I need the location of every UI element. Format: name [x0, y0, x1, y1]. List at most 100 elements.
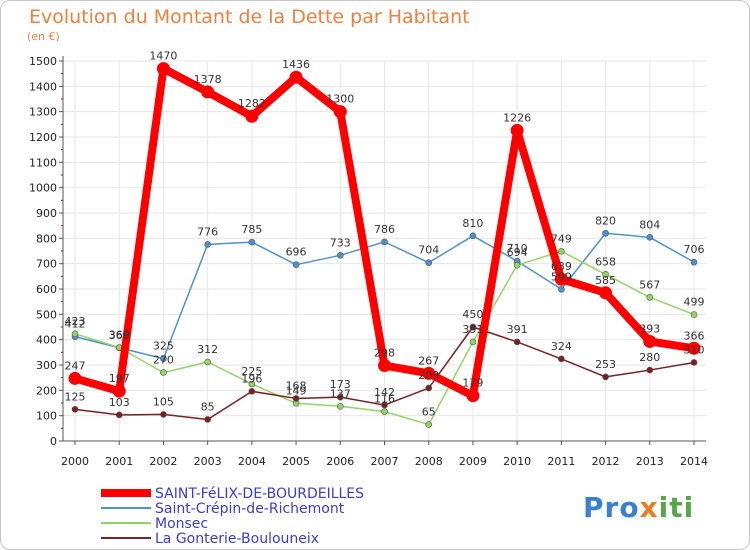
legend-label-2: Monsec [155, 516, 208, 532]
data-point-1-2006 [336, 252, 344, 259]
data-label-3-2001: 103 [109, 396, 130, 409]
data-label-2-2005: 149 [286, 384, 307, 397]
data-point-2-2008 [425, 421, 433, 428]
data-label-0-2008: 267 [418, 354, 439, 367]
proxiti-logo: Proxiti [583, 491, 694, 524]
data-label-2-2008: 65 [422, 406, 436, 419]
data-label-0-2005: 1436 [282, 58, 310, 71]
y-tick-label: 1100 [29, 156, 57, 169]
legend: SAINT-FéLIX-DE-BOURDEILLESSaint-Crépin-d… [101, 486, 364, 547]
data-point-1-2009 [469, 232, 477, 240]
x-tick-label: 2012 [592, 455, 620, 468]
data-label-3-2014: 310 [684, 343, 705, 356]
data-point-3-2011 [558, 355, 565, 363]
data-point-0-2000 [68, 371, 82, 385]
x-tick-label: 2004 [238, 455, 266, 468]
logo-part-2: x [639, 491, 659, 524]
data-label-2-2011: 749 [551, 232, 572, 245]
data-point-1-2004 [248, 238, 256, 246]
data-point-2-2004 [248, 380, 256, 388]
data-label-1-2003: 776 [197, 225, 218, 238]
data-point-3-2004 [248, 388, 256, 395]
data-label-0-2007: 298 [374, 347, 395, 360]
data-label-1-2000: 412 [65, 318, 86, 331]
data-point-3-2013 [646, 366, 654, 374]
data-point-2-2010 [513, 261, 521, 269]
data-point-3-2007 [381, 401, 388, 409]
data-label-2-2009: 391 [462, 323, 483, 336]
data-label-2-2014: 499 [684, 296, 705, 309]
data-point-3-2000 [71, 406, 79, 413]
data-label-3-2005: 168 [286, 379, 307, 392]
data-point-3-2010 [513, 338, 521, 346]
data-label-2-2000: 423 [65, 315, 86, 328]
y-tick-label: 700 [36, 258, 57, 271]
x-tick-label: 2002 [149, 455, 177, 468]
data-label-0-2010: 1226 [503, 111, 531, 124]
data-label-0-2002: 1470 [149, 50, 177, 63]
y-tick-label: 200 [36, 384, 57, 397]
data-point-2-2009 [469, 338, 477, 346]
data-point-1-2002 [160, 355, 167, 362]
x-tick-label: 2007 [371, 455, 399, 468]
data-label-3-2007: 142 [374, 386, 395, 399]
data-point-2-2012 [602, 271, 609, 278]
y-tick-label: 1400 [29, 80, 57, 93]
y-tick-label: 0 [50, 435, 57, 448]
data-point-2-2007 [381, 408, 388, 415]
x-tick-label: 2008 [415, 455, 443, 468]
data-label-1-2009: 810 [462, 217, 483, 230]
data-point-3-2006 [336, 393, 344, 401]
x-tick-label: 2001 [105, 455, 133, 468]
data-label-1-2010: 710 [507, 242, 528, 255]
y-tick-label: 800 [36, 232, 57, 245]
data-label-1-2002: 325 [153, 340, 174, 353]
data-label-0-2003: 1378 [194, 73, 222, 86]
data-label-2-2013: 567 [639, 278, 660, 291]
data-label-0-2012: 585 [595, 274, 616, 287]
data-label-2-2004: 225 [241, 365, 262, 378]
x-tick-label: 2011 [547, 455, 575, 468]
data-label-3-2004: 196 [241, 372, 262, 385]
data-point-2-2011 [558, 247, 565, 255]
data-label-1-2001: 368 [109, 329, 130, 342]
data-point-2-2006 [336, 402, 344, 410]
data-point-0-2005 [289, 70, 303, 84]
y-tick-label: 500 [36, 308, 57, 321]
data-label-0-2009: 179 [462, 377, 483, 390]
data-label-3-2002: 105 [153, 395, 174, 408]
data-label-3-2012: 253 [595, 358, 616, 371]
x-tick-label: 2005 [282, 455, 310, 468]
data-point-0-2007 [378, 359, 391, 373]
data-label-0-2011: 639 [551, 260, 572, 273]
chart-title: Evolution du Montant de la Dette par Hab… [29, 6, 470, 28]
data-point-3-2002 [160, 411, 167, 418]
data-label-3-2008: 209 [418, 369, 439, 382]
data-point-0-2006 [333, 105, 347, 119]
data-point-0-2004 [245, 109, 259, 123]
series-lines [68, 62, 701, 428]
data-labels: 412 368 325 776 785 696 733 786 704 810 710 599 820 8… [65, 50, 705, 419]
data-label-1-2014: 706 [684, 243, 705, 256]
axes: 0 100 200 300 400 500 600 700 800 900 1000 1100 1200… [29, 55, 708, 468]
data-label-0-2014: 366 [684, 329, 705, 342]
logo-part-1: Pro [583, 491, 640, 524]
data-point-2-2013 [646, 294, 654, 301]
data-point-2-2000 [71, 330, 79, 338]
data-point-0-2014 [687, 341, 701, 355]
y-tick-label: 300 [36, 359, 57, 372]
x-tick-label: 2003 [194, 455, 222, 468]
data-point-3-2012 [602, 373, 609, 381]
data-label-1-2012: 820 [595, 214, 616, 227]
x-tick-label: 2010 [503, 455, 531, 468]
data-point-1-2011 [558, 285, 565, 293]
y-tick-label: 1500 [29, 55, 57, 68]
data-point-3-2003 [204, 416, 211, 423]
data-label-2-2003: 312 [197, 343, 218, 356]
x-tick-label: 2000 [61, 455, 89, 468]
data-point-0-2010 [510, 123, 524, 137]
data-point-3-2005 [292, 395, 300, 402]
y-tick-label: 600 [36, 283, 57, 296]
data-point-0-2003 [201, 85, 215, 99]
